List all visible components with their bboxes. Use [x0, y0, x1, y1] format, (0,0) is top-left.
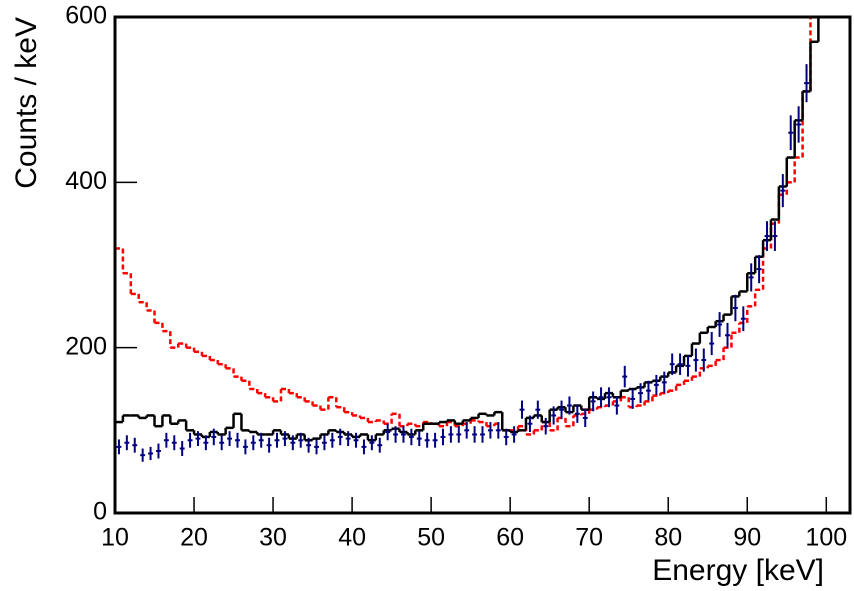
x-tick-label: 30	[259, 524, 287, 552]
y-tick-label: 200	[65, 332, 107, 360]
x-tick-label: 20	[180, 524, 208, 552]
x-tick-label: 100	[805, 524, 847, 552]
y-tick-label: 0	[93, 498, 107, 526]
y-tick-label: 600	[65, 2, 107, 30]
x-axis-label: Energy [keV]	[652, 554, 824, 587]
x-tick-label: 50	[417, 524, 445, 552]
y-axis-label: Counts / keV	[10, 17, 43, 189]
plot-frame	[113, 15, 852, 515]
x-tick-label: 40	[338, 524, 366, 552]
x-tick-label: 90	[733, 524, 761, 552]
x-tick-label: 10	[101, 524, 129, 552]
x-tick-label: 60	[496, 524, 524, 552]
x-tick-label: 70	[575, 524, 603, 552]
x-tick-label: 80	[654, 524, 682, 552]
y-tick-label: 400	[65, 167, 107, 195]
